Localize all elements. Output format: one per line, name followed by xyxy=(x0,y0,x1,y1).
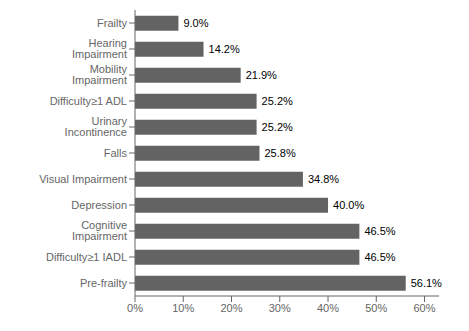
svg-text:9.0%: 9.0% xyxy=(183,17,208,29)
svg-text:25.2%: 25.2% xyxy=(262,95,293,107)
svg-text:46.5%: 46.5% xyxy=(364,251,395,263)
svg-text:Falls: Falls xyxy=(104,147,128,159)
svg-text:Visual Impairment: Visual Impairment xyxy=(39,173,127,185)
svg-text:14.2%: 14.2% xyxy=(209,43,240,55)
svg-text:HearingImpairment: HearingImpairment xyxy=(72,37,127,60)
svg-text:Frailty: Frailty xyxy=(97,17,127,29)
svg-text:Pre-frailty: Pre-frailty xyxy=(80,277,128,289)
svg-text:25.8%: 25.8% xyxy=(264,147,295,159)
svg-text:Difficulty≥1 ADL: Difficulty≥1 ADL xyxy=(50,95,127,107)
svg-text:Depression: Depression xyxy=(71,199,127,211)
svg-text:10%: 10% xyxy=(172,302,194,314)
svg-text:40.0%: 40.0% xyxy=(333,199,364,211)
svg-text:0%: 0% xyxy=(127,302,143,314)
svg-text:21.9%: 21.9% xyxy=(246,69,277,81)
svg-text:Difficulty≥1 IADL: Difficulty≥1 IADL xyxy=(46,251,127,263)
svg-text:60%: 60% xyxy=(414,302,436,314)
svg-text:MobilityImpairment: MobilityImpairment xyxy=(72,63,128,86)
svg-text:25.2%: 25.2% xyxy=(262,121,293,133)
svg-text:20%: 20% xyxy=(220,302,242,314)
svg-text:34.8%: 34.8% xyxy=(308,173,339,185)
svg-text:CognitiveImpairment: CognitiveImpairment xyxy=(72,219,127,242)
svg-text:56.1%: 56.1% xyxy=(411,277,442,289)
svg-text:UrinaryIncontinence: UrinaryIncontinence xyxy=(65,115,128,138)
svg-text:46.5%: 46.5% xyxy=(364,225,395,237)
svg-text:50%: 50% xyxy=(365,302,387,314)
svg-text:30%: 30% xyxy=(269,302,291,314)
svg-text:40%: 40% xyxy=(317,302,339,314)
